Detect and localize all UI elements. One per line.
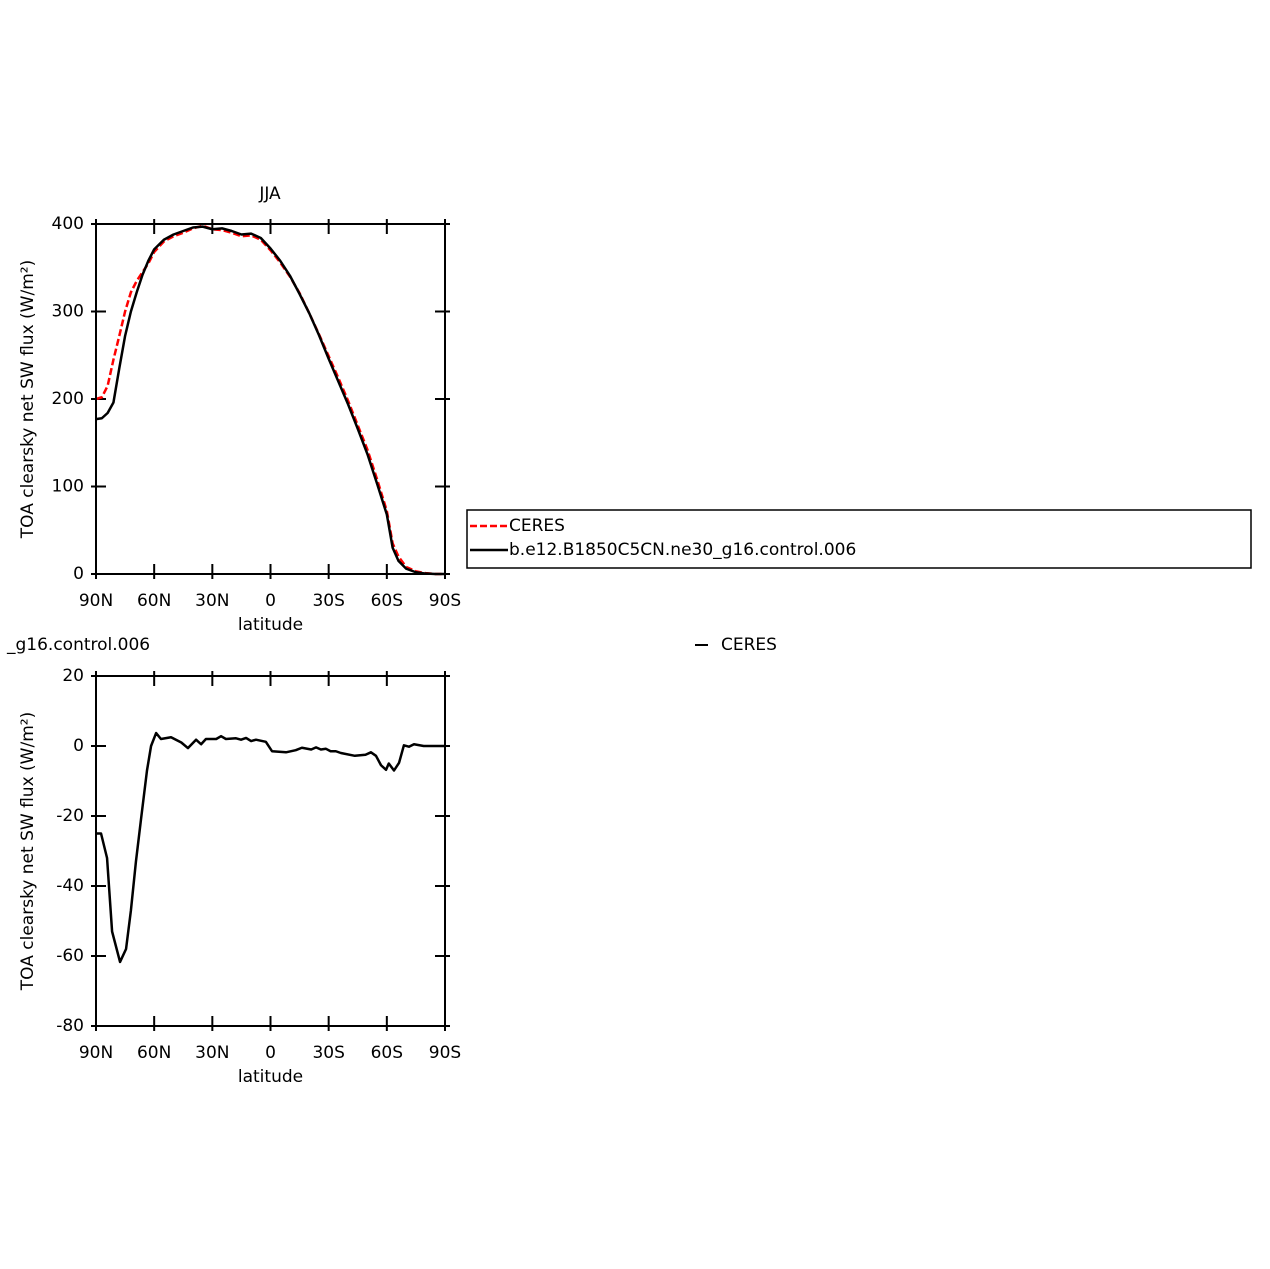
y-tick-label: 0 (73, 564, 84, 584)
series-line (95, 225, 445, 576)
y-tick-label: 0 (73, 736, 84, 756)
plot-frame (95, 675, 446, 1027)
panel-left-title: _g16.control.006 (6, 635, 150, 655)
x-tick-label: 60N (137, 591, 171, 611)
legend-box (466, 509, 1252, 569)
x-tick-label: 90N (79, 591, 113, 611)
x-axis-label: latitude (238, 1067, 303, 1087)
y-axis-label: TOA clearsky net SW flux (W/m²) (18, 260, 38, 539)
x-tick-label: 30N (195, 591, 229, 611)
x-tick-label: 30S (312, 1043, 344, 1063)
y-tick-label: -40 (56, 876, 84, 896)
x-tick-label: 0 (265, 591, 276, 611)
x-axis-label: latitude (238, 615, 303, 635)
x-tick-label: 30S (312, 591, 344, 611)
plot-frame (95, 223, 446, 575)
x-tick-label: 0 (265, 1043, 276, 1063)
y-tick-label: 20 (62, 666, 84, 686)
y-tick-label: 300 (52, 302, 84, 322)
y-tick-label: 400 (52, 214, 84, 234)
legend-label: CERES (509, 516, 565, 536)
y-tick-label: -80 (56, 1016, 84, 1036)
y-tick-label: 100 (52, 477, 84, 497)
x-tick-label: 30N (195, 1043, 229, 1063)
panel-title: JJA (258, 184, 281, 204)
legend-label: b.e12.B1850C5CN.ne30_g16.control.006 (509, 540, 856, 560)
y-axis-label: TOA clearsky net SW flux (W/m²) (18, 712, 38, 991)
panel-right-title: CERES (721, 635, 777, 655)
x-tick-label: 60N (137, 1043, 171, 1063)
y-tick-label: -20 (56, 806, 84, 826)
y-tick-label: 200 (52, 389, 84, 409)
y-tick-label: -60 (56, 946, 84, 966)
x-tick-label: 90S (429, 1043, 461, 1063)
x-tick-label: 60S (371, 1043, 403, 1063)
series-line (96, 731, 445, 964)
x-tick-label: 60S (371, 591, 403, 611)
series-line (95, 224, 445, 576)
x-tick-label: 90S (429, 591, 461, 611)
x-tick-label: 90N (79, 1043, 113, 1063)
